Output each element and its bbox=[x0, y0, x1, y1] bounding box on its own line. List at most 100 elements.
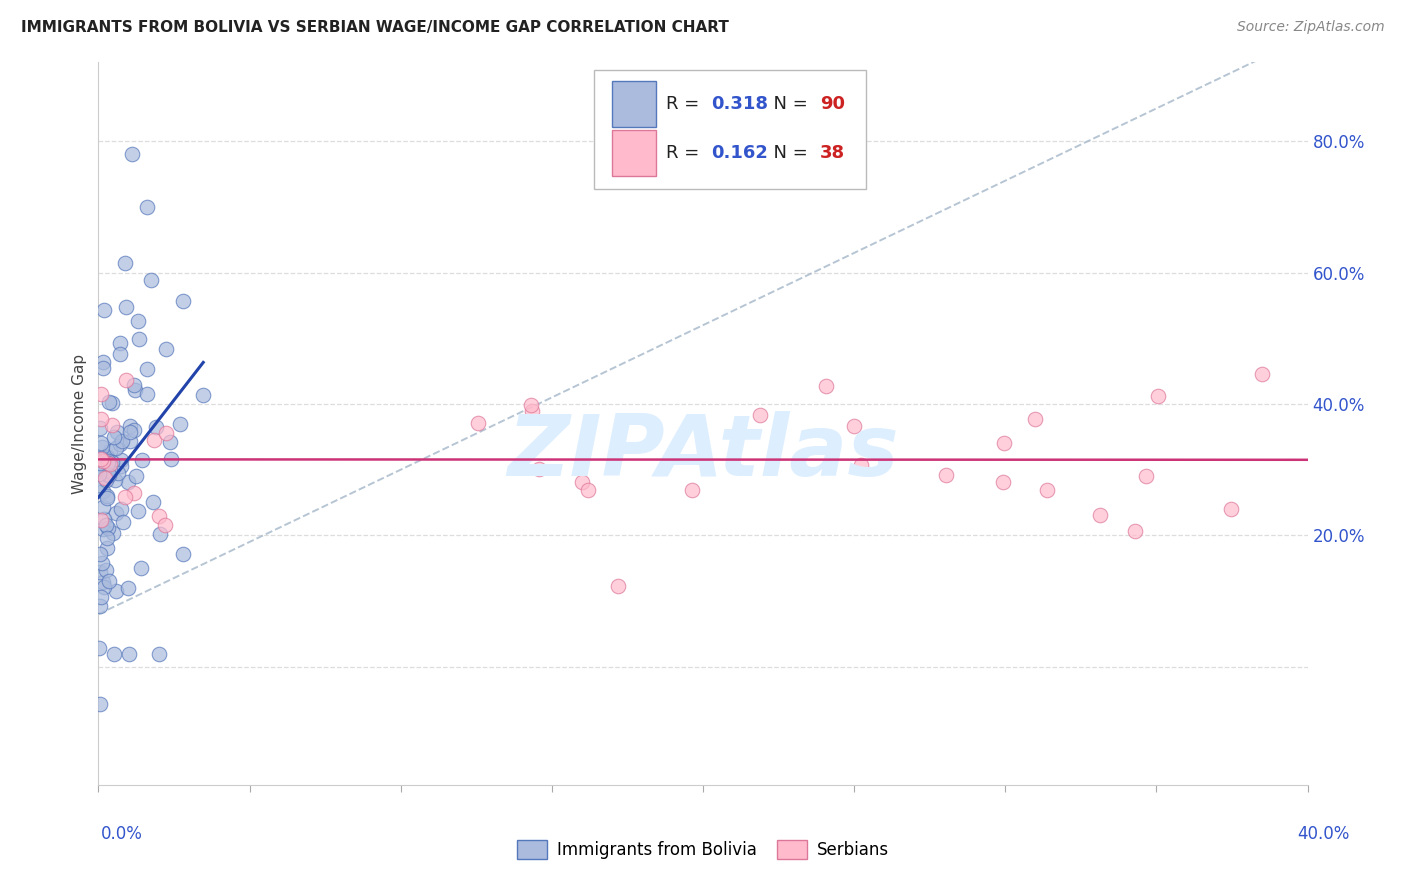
Point bbox=[115, 301, 138, 315]
Point bbox=[935, 468, 957, 483]
Point bbox=[97, 454, 120, 468]
Point bbox=[128, 332, 150, 346]
Point bbox=[1090, 508, 1112, 523]
Point bbox=[193, 388, 215, 402]
Point bbox=[90, 436, 112, 450]
Point bbox=[96, 450, 118, 464]
Point bbox=[90, 590, 112, 604]
Text: 90: 90 bbox=[820, 95, 845, 112]
Point bbox=[135, 387, 157, 401]
Point bbox=[522, 404, 544, 418]
Point bbox=[159, 435, 181, 450]
Point bbox=[101, 525, 124, 540]
FancyBboxPatch shape bbox=[613, 129, 655, 176]
Point bbox=[89, 467, 111, 481]
Point bbox=[121, 147, 143, 161]
Point bbox=[118, 434, 141, 448]
Point bbox=[96, 468, 118, 483]
Point bbox=[93, 453, 115, 467]
Point bbox=[1123, 524, 1146, 538]
Point bbox=[111, 515, 134, 529]
Point bbox=[110, 335, 132, 350]
Point bbox=[749, 409, 772, 423]
Text: 0.318: 0.318 bbox=[711, 95, 769, 112]
Point bbox=[155, 342, 177, 356]
Point bbox=[149, 526, 172, 541]
Point bbox=[98, 394, 121, 409]
Point bbox=[169, 417, 191, 432]
Point bbox=[101, 417, 124, 432]
Point bbox=[89, 599, 111, 613]
Point bbox=[100, 457, 122, 471]
Text: 40.0%: 40.0% bbox=[1298, 825, 1350, 843]
Point bbox=[108, 436, 131, 450]
Point bbox=[467, 416, 489, 430]
Text: R =: R = bbox=[665, 144, 704, 161]
Text: 0.162: 0.162 bbox=[711, 144, 768, 161]
Point bbox=[93, 511, 115, 525]
Point bbox=[98, 574, 121, 588]
Point bbox=[93, 302, 115, 317]
Point bbox=[97, 456, 120, 470]
Point bbox=[98, 468, 121, 483]
Text: ZIPAtlas: ZIPAtlas bbox=[508, 411, 898, 494]
Point bbox=[96, 491, 118, 505]
Point bbox=[842, 419, 865, 434]
Point bbox=[122, 423, 145, 437]
Point bbox=[142, 433, 165, 447]
Point bbox=[89, 565, 111, 579]
Point bbox=[117, 581, 139, 595]
Point bbox=[110, 453, 132, 467]
Point bbox=[148, 508, 170, 523]
Point bbox=[1251, 368, 1274, 382]
Point bbox=[89, 697, 111, 711]
Point bbox=[104, 584, 127, 599]
Point bbox=[1024, 412, 1046, 426]
Point bbox=[97, 521, 120, 535]
Point bbox=[90, 512, 112, 526]
Point bbox=[529, 462, 551, 476]
Point bbox=[96, 531, 118, 545]
Point bbox=[849, 458, 872, 472]
Point bbox=[91, 441, 114, 455]
Point bbox=[105, 441, 128, 455]
Point bbox=[681, 483, 703, 498]
Point bbox=[110, 502, 132, 516]
Point bbox=[122, 378, 145, 392]
Point bbox=[1146, 389, 1168, 403]
Point bbox=[94, 473, 117, 487]
Text: R =: R = bbox=[665, 95, 704, 112]
Point bbox=[89, 464, 111, 478]
Point bbox=[131, 452, 153, 467]
Point bbox=[98, 443, 121, 458]
Point bbox=[90, 461, 112, 475]
Point bbox=[993, 475, 1015, 489]
Point bbox=[104, 473, 127, 487]
Point bbox=[89, 477, 111, 491]
Point bbox=[91, 355, 114, 369]
Point bbox=[111, 434, 134, 449]
Point bbox=[172, 293, 194, 308]
Point bbox=[571, 475, 593, 489]
Point bbox=[90, 411, 112, 425]
Point bbox=[90, 387, 112, 401]
Point bbox=[91, 557, 114, 571]
Text: Source: ZipAtlas.com: Source: ZipAtlas.com bbox=[1237, 20, 1385, 34]
Point bbox=[136, 362, 159, 376]
Point bbox=[89, 421, 111, 435]
Point bbox=[117, 475, 139, 490]
Point bbox=[120, 419, 142, 434]
Point bbox=[124, 383, 146, 397]
Point bbox=[118, 647, 141, 661]
Point bbox=[129, 561, 152, 575]
Point bbox=[114, 490, 136, 504]
Point bbox=[89, 640, 111, 655]
Text: 38: 38 bbox=[820, 144, 845, 161]
Point bbox=[114, 373, 136, 387]
Point bbox=[1135, 468, 1157, 483]
Point bbox=[127, 504, 149, 518]
Point bbox=[103, 429, 125, 443]
Point bbox=[148, 647, 170, 661]
Point bbox=[93, 471, 115, 485]
Point bbox=[90, 450, 112, 465]
